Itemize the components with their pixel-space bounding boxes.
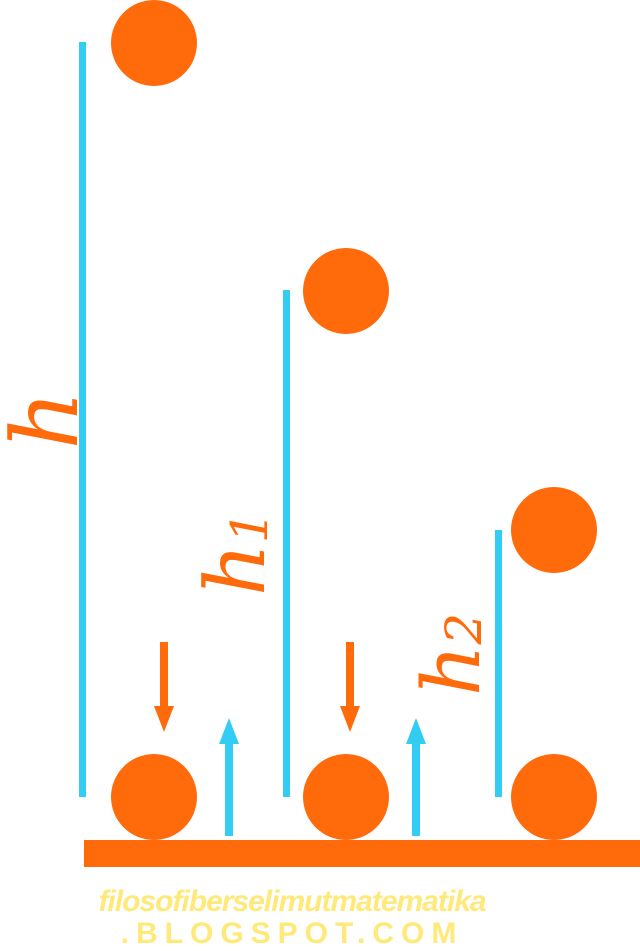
label-h1: h1 (189, 486, 284, 596)
label-h2-sub: 2 (435, 612, 494, 645)
watermark-line-2: .BLOGSPOT.COM (120, 917, 464, 950)
ball-top-h1 (303, 248, 389, 334)
ball-bottom-2 (303, 754, 389, 840)
label-h1-base: h (189, 543, 284, 596)
arrow-down-2 (340, 642, 360, 732)
label-h-text: h (0, 390, 99, 450)
watermark-line-1: filosofiberselimutmatematika (98, 885, 486, 918)
height-line-h2 (495, 530, 502, 797)
ball-top-h (111, 0, 197, 86)
arrow-up-1 (219, 718, 239, 836)
arrow-up-2 (406, 718, 426, 836)
label-h2-base: h (405, 644, 498, 696)
height-line-h (79, 42, 86, 797)
ball-bottom-1 (111, 754, 197, 840)
floor (84, 840, 640, 867)
label-h2: h2 (405, 586, 498, 696)
ball-bottom-3 (511, 754, 597, 840)
label-h: h (0, 380, 99, 460)
arrow-down-1 (154, 642, 174, 732)
ball-top-h2 (511, 487, 597, 573)
label-h1-sub: 1 (219, 510, 279, 544)
height-line-h1 (283, 290, 290, 797)
